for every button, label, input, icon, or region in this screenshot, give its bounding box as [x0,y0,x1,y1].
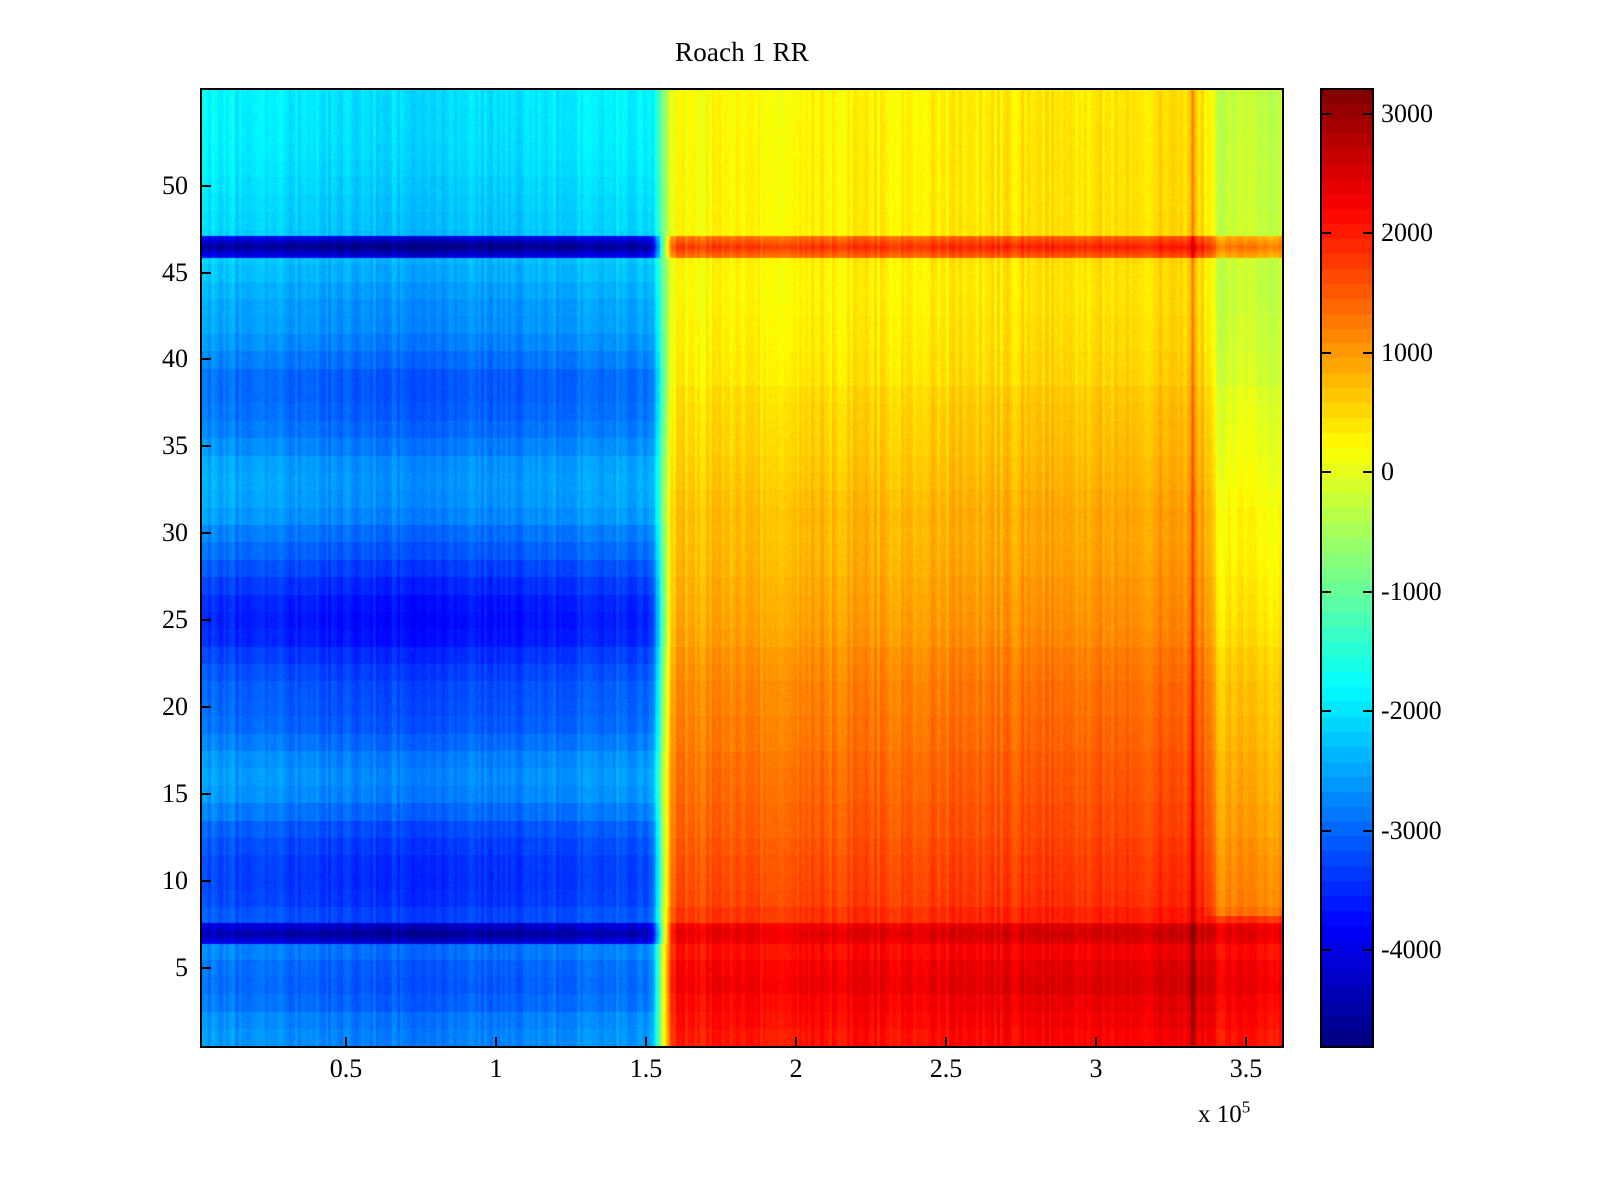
colorbar-tick [1322,949,1331,952]
y-axis-tick-label: 20 [162,692,188,722]
y-axis-tick [200,445,211,448]
colorbar-tick-label: -4000 [1381,935,1442,965]
colorbar-tick-label: 2000 [1381,218,1433,248]
y-axis-tick-label: 45 [162,257,188,287]
colorbar-tick [1322,471,1331,474]
heatmap-surface[interactable] [202,90,1282,1046]
x-axis-tick [495,1037,497,1048]
y-axis-tick-label: 25 [162,605,188,635]
y-axis-tick [200,271,211,274]
y-axis-tick-label: 10 [162,865,188,895]
colorbar-tick [1322,710,1331,713]
y-axis-tick [200,532,211,535]
colorbar-tick-label: 3000 [1381,98,1433,128]
colorbar-tick [1322,829,1331,832]
x-axis-tick-label: 2.5 [929,1054,963,1083]
x-axis-tick [1095,1037,1097,1048]
colorbar-tick [1363,590,1372,593]
colorbar-tick [1363,710,1372,713]
y-axis-tick-label: 30 [162,518,188,548]
heatmap-axes[interactable] [200,88,1284,1048]
colorbar-tick-label: 0 [1381,457,1394,487]
x-axis-exponent-prefix: x 10 [1198,1101,1242,1128]
y-axis-tick-label: 15 [162,778,188,808]
colorbar-tick-label: -1000 [1381,576,1442,606]
y-axis-tick [200,879,211,882]
y-axis-tick-label: 50 [162,170,188,200]
y-axis-tick [200,619,211,622]
x-axis-tick-label: 0.5 [329,1054,363,1083]
x-axis-tick [1245,1037,1247,1048]
colorbar-tick [1363,949,1372,952]
colorbar-tick [1363,829,1372,832]
x-axis-tick [945,1037,947,1048]
x-axis-tick-label: 3 [1089,1054,1103,1083]
x-axis-tick-label: 2 [789,1054,803,1083]
colorbar-tick-label: 1000 [1381,337,1433,367]
y-axis-tick-label: 5 [175,952,188,982]
y-axis-tick-label: 40 [162,344,188,374]
colorbar-tick [1322,590,1331,593]
colorbar-tick [1363,351,1372,354]
x-axis-tick [345,1037,347,1048]
y-axis-tick [200,706,211,709]
x-axis-exponent-label: x 105 [1198,1097,1251,1129]
colorbar[interactable] [1320,88,1374,1048]
y-axis-tick [200,358,211,361]
y-axis-tick [200,966,211,969]
y-axis-tick-label: 35 [162,431,188,461]
x-axis-tick [795,1037,797,1048]
colorbar-tick [1322,232,1331,235]
colorbar-tick [1322,351,1331,354]
colorbar-tick-label: -2000 [1381,696,1442,726]
x-axis-tick-label: 3.5 [1229,1054,1263,1083]
colorbar-tick [1363,112,1372,115]
x-axis-exponent-power: 5 [1241,1097,1251,1117]
y-axis-tick [200,792,211,795]
chart-title: Roach 1 RR [675,37,809,67]
x-axis-tick-label: 1.5 [629,1054,663,1083]
x-axis-tick-label: 1 [489,1054,503,1083]
y-axis-tick [200,184,211,187]
colorbar-gradient[interactable] [1322,90,1372,1046]
colorbar-tick-label: -3000 [1381,815,1442,845]
colorbar-tick [1363,232,1372,235]
x-axis-tick [645,1037,647,1048]
colorbar-tick [1322,112,1331,115]
colorbar-tick [1363,471,1372,474]
